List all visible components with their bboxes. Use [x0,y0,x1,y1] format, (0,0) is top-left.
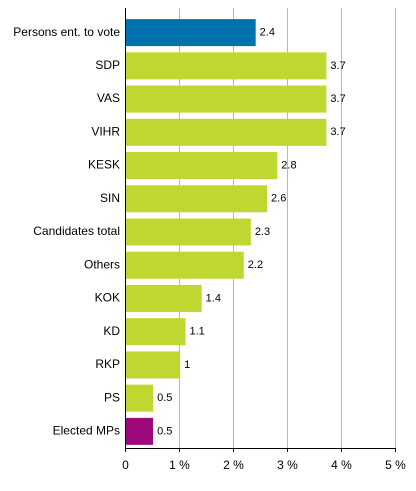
value-label: 2.4 [260,27,275,39]
bar [125,251,244,279]
bars [125,19,327,445]
category-label: SDP [95,58,120,72]
bar [125,185,268,213]
category-label: Elected MPs [53,424,120,438]
value-label: 3.7 [330,126,345,138]
value-label: 2.6 [271,193,286,205]
category-labels: Persons ent. to vote SDP VAS VIHR KESK SIN Can… [13,25,120,438]
value-label: 1.4 [206,292,221,304]
category-label: VAS [97,91,120,105]
x-axis-ticks: 0 1 % 2 % 3 % 4 % 5 % [122,448,406,472]
value-label: 3.7 [330,93,345,105]
value-labels: 2.4 3.7 3.7 3.7 2.8 2.6 2.3 2.2 1.4 1.1 1 0.5 0.5 [157,27,346,438]
x-tick-label: 0 [122,458,129,472]
value-label: 0.5 [157,392,172,404]
bar [125,152,278,180]
value-label: 2.8 [281,159,296,171]
value-label: 2.2 [248,259,263,271]
category-label: Others [84,257,120,271]
category-label: Candidates total [33,224,120,238]
bar [125,218,251,246]
bar [125,318,186,346]
bar [125,284,202,312]
x-tick-label: 2 % [223,458,244,472]
category-label: Persons ent. to vote [13,25,120,39]
category-label: KESK [88,158,120,172]
x-tick-label: 5 % [385,458,406,472]
bar [125,19,256,47]
bar [125,85,327,113]
value-label: 0.5 [157,425,172,437]
bar [125,52,327,80]
x-tick-label: 1 % [169,458,190,472]
bar [125,417,154,445]
category-label: VIHR [91,124,120,138]
category-label: SIN [100,191,120,205]
x-tick-label: 4 % [331,458,352,472]
value-label: 2.3 [255,226,270,238]
x-tick-label: 3 % [277,458,298,472]
value-label: 3.7 [330,60,345,72]
category-label: KOK [95,291,120,305]
value-label: 1 [184,359,190,371]
bar [125,351,181,379]
category-label: KD [103,324,120,338]
category-label: PS [104,390,120,404]
category-label: RKP [95,357,120,371]
value-label: 1.1 [189,326,204,338]
bar [125,384,154,412]
bar [125,118,327,146]
